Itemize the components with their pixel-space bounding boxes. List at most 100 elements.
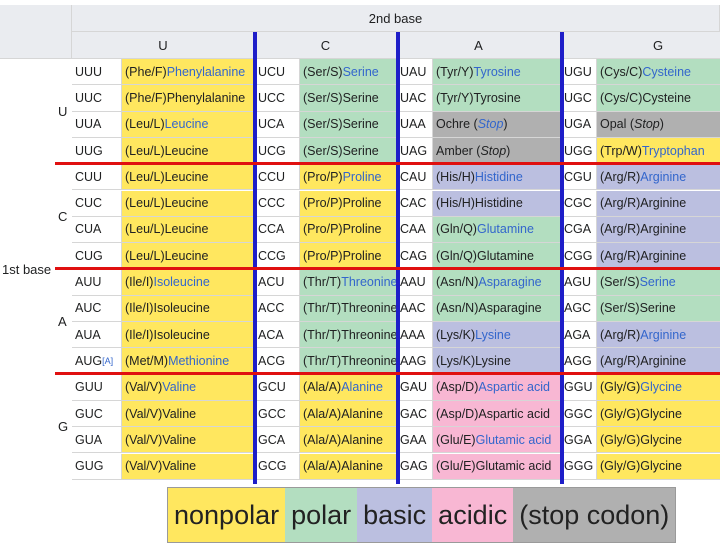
amino-abbr: (Ser/S)	[303, 90, 343, 105]
blue-divider-line	[253, 32, 257, 484]
amino-name-link[interactable]: Arginine	[640, 327, 687, 342]
amino-name-link[interactable]: Asparagine	[478, 275, 542, 290]
codon-cell: UCU	[255, 59, 300, 86]
codon-cell: AAG	[397, 348, 433, 375]
amino-name-link[interactable]: Isoleucine	[153, 275, 210, 290]
amino-name-link[interactable]: Phenylalanine	[166, 64, 246, 79]
codon-cell: AAC	[397, 295, 433, 322]
amino-abbr: (Asn/N)	[436, 301, 479, 316]
codon-cell: GCG	[255, 453, 300, 480]
amino-acid-cell: (Ser/S) Serine	[300, 59, 397, 86]
amino-abbr: (Thr/T)	[303, 301, 342, 316]
amino-name-link[interactable]: Glutamic acid	[475, 432, 552, 447]
amino-name: Leucine	[164, 248, 209, 263]
row-group-label-a: A	[58, 314, 67, 329]
codon-text: GCU	[258, 380, 286, 395]
codon-text: CCU	[258, 169, 286, 184]
codon-cell: CAC	[397, 190, 433, 217]
codon-cell: AGU	[561, 269, 597, 296]
amino-acid-cell: (Ser/S) Serine	[300, 85, 397, 112]
codon-cell: CUC	[72, 190, 122, 217]
amino-acid-cell: (Ile/I) Isoleucine	[122, 322, 255, 349]
amino-name-link[interactable]: Histidine	[474, 169, 523, 184]
codon-text: GUC	[75, 406, 103, 421]
amino-name-link[interactable]: Leucine	[164, 117, 209, 132]
amino-name: Glycine	[640, 459, 682, 474]
amino-name-link[interactable]: Serine	[342, 64, 379, 79]
codon-cell: UUA	[72, 111, 122, 138]
amino-acid-cell: (Arg/R) Arginine	[597, 216, 720, 244]
codon-cell: ACA	[255, 322, 300, 349]
amino-acid-cell: (Leu/L) Leucine	[122, 111, 255, 138]
amino-acid-cell: (Thr/T) Threonine	[300, 322, 397, 349]
codon-text: UGA	[564, 117, 592, 132]
amino-acid-cell: (Ala/A) Alanine	[300, 427, 397, 454]
amino-name-link[interactable]: Arginine	[640, 169, 687, 184]
amino-name-link[interactable]: Glycine	[640, 380, 682, 395]
amino-acid-cell: (Lys/K) Lysine	[433, 322, 561, 349]
amino-name-link[interactable]: Proline	[342, 169, 382, 184]
amino-acid-cell: (Tyr/Y) Tyrosine	[433, 59, 561, 86]
codon-text: GAA	[400, 432, 427, 447]
amino-acid-cell: (Trp/W) Tryptophan	[597, 137, 720, 165]
codon-text: UCA	[258, 117, 285, 132]
amino-name-link[interactable]: Alanine	[341, 380, 383, 395]
amino-acid-cell: (Pro/P) Proline	[300, 243, 397, 270]
codon-cell: UAA	[397, 111, 433, 138]
codon-text: GCA	[258, 432, 286, 447]
amino-name-link[interactable]: Stop	[477, 117, 504, 132]
footnote-link[interactable]: [A]	[102, 355, 114, 366]
codon-cell: GAG	[397, 453, 433, 480]
amino-acid-cell: (Pro/P) Proline	[300, 190, 397, 217]
codon-text: CAU	[400, 169, 427, 184]
codon-text: AAU	[400, 275, 426, 290]
codon-text: GUA	[75, 432, 103, 447]
amino-abbr: (Arg/R)	[600, 222, 641, 237]
amino-name: Proline	[342, 248, 382, 263]
amino-name: Valine	[162, 406, 197, 421]
codon-cell: CCU	[255, 164, 300, 191]
amino-name-link[interactable]: Glutamine	[476, 222, 534, 237]
amino-acid-cell: Ochre (Stop)	[433, 111, 561, 138]
legend-acidic: acidic	[432, 488, 514, 542]
amino-acid-cell: (Thr/T) Threonine	[300, 348, 397, 375]
amino-name-link[interactable]: Serine	[639, 275, 676, 290]
amino-abbr: (Arg/R)	[600, 327, 641, 342]
codon-cell: CAG	[397, 243, 433, 270]
codon-cell: GUG	[72, 453, 122, 480]
codon-cell: UCG	[255, 137, 300, 165]
amino-name-link[interactable]: Valine	[162, 380, 197, 395]
amino-name-link[interactable]: Threonine	[341, 275, 397, 290]
amino-acid-cell: (Phe/F) Phenylalanine	[122, 59, 255, 86]
codon-text: UCU	[258, 64, 286, 79]
amino-abbr: (Val/V)	[125, 432, 163, 447]
codon-text: CAG	[400, 248, 428, 263]
codon-cell: GCC	[255, 400, 300, 428]
amino-name-link[interactable]: Cysteine	[642, 64, 691, 79]
amino-name: Tyrosine	[473, 90, 521, 105]
amino-abbr: (Glu/E)	[436, 459, 476, 474]
codon-text: GGU	[564, 380, 593, 395]
amino-acid-cell: (Cys/C) Cysteine	[597, 85, 720, 112]
codon-cell: GAA	[397, 427, 433, 454]
amino-abbr: (Glu/E)	[436, 432, 476, 447]
amino-name-link[interactable]: Lysine	[475, 327, 511, 342]
amino-abbr: (Ala/A)	[303, 459, 342, 474]
amino-abbr: (Gly/G)	[600, 406, 641, 421]
amino-name-link[interactable]: Aspartic acid	[478, 380, 550, 395]
amino-name-link[interactable]: Methionine	[168, 353, 230, 368]
amino-abbr: (Arg/R)	[600, 196, 641, 211]
amino-acid-cell: (Gln/Q) Glutamine	[433, 243, 561, 270]
amino-name-link[interactable]: Tryptophan	[641, 143, 705, 158]
amino-abbr: (Ile/I)	[125, 327, 154, 342]
amino-acid-cell: (Asp/D) Aspartic acid	[433, 374, 561, 401]
amino-name-link[interactable]: Tyrosine	[473, 64, 521, 79]
codon-text: AAG	[400, 353, 427, 368]
amino-abbr: (Cys/C)	[600, 64, 643, 79]
codon-cell: UUC	[72, 85, 122, 112]
amino-acid-cell: (Ser/S) Serine	[300, 111, 397, 138]
amino-name: Leucine	[164, 196, 209, 211]
codon-cell: UGU	[561, 59, 597, 86]
amino-abbr: (Leu/L)	[125, 222, 165, 237]
amino-abbr: (Val/V)	[125, 459, 163, 474]
